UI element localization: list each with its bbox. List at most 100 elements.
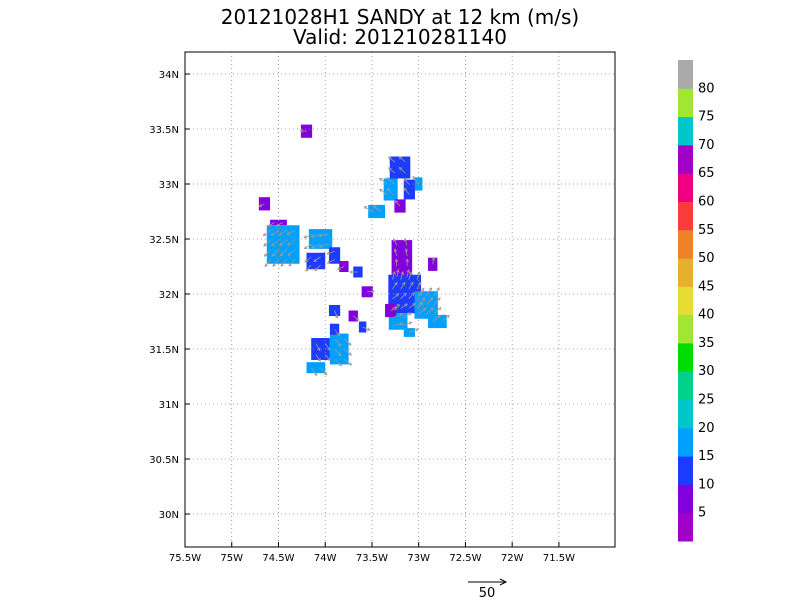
wind-vector-head <box>422 297 426 302</box>
x-tick-label: 72W <box>501 553 524 564</box>
wind-vector-head <box>327 357 331 362</box>
wind-vector <box>263 229 272 237</box>
wind-vector-head <box>406 269 410 273</box>
wind-vector-head <box>402 281 406 286</box>
wind-vector-head <box>386 177 390 181</box>
y-axis-ticks: 30N 30.5N 31N 31.5N 32N 32.5N 33N 33.5N 34N <box>149 70 190 521</box>
chart-title-line2: Valid: 201210281140 <box>293 25 507 49</box>
wind-vector <box>432 257 435 265</box>
wind-vector-head <box>326 251 331 255</box>
wind-vector <box>319 243 329 248</box>
wind-vector <box>386 177 395 185</box>
colorbar-segment <box>678 229 693 259</box>
wind-vector-head <box>399 313 404 317</box>
wind-cell <box>361 286 373 298</box>
colorbar-label: 35 <box>698 336 715 351</box>
wind-vector-head <box>400 271 404 275</box>
wind-vector <box>395 200 401 207</box>
wind-vector <box>418 287 425 297</box>
wind-vector-head <box>386 187 391 192</box>
wind-vector-head <box>363 206 368 210</box>
x-tick-label: 73.5W <box>356 553 388 564</box>
wind-vector <box>393 313 403 318</box>
wind-vector <box>416 302 424 309</box>
wind-vector-head <box>412 302 416 307</box>
wind-vector-head <box>313 258 318 262</box>
wind-vector <box>276 222 283 227</box>
wind-vector <box>334 348 342 357</box>
wind-vector <box>343 338 352 346</box>
colorbar-segment <box>678 116 693 146</box>
wind-vector-head <box>428 287 433 292</box>
wind-vector <box>311 243 321 249</box>
wind-vector-head <box>398 156 403 160</box>
colorbar-label: 25 <box>698 393 715 408</box>
wind-cell <box>266 225 300 264</box>
wind-vector <box>353 315 359 321</box>
wind-vector <box>324 354 331 361</box>
wind-vector-head <box>393 248 398 253</box>
wind-vector <box>264 249 272 257</box>
wind-vector <box>364 206 373 212</box>
wind-vector <box>425 297 433 306</box>
wind-vector <box>432 315 441 322</box>
wind-vector <box>286 229 296 235</box>
wind-vector <box>315 343 321 351</box>
y-tick-label: 34N <box>159 70 179 81</box>
wind-vector-head <box>436 287 440 291</box>
wind-vector <box>379 188 388 196</box>
wind-vector-head <box>378 177 383 182</box>
colorbar-segment <box>678 456 693 485</box>
wind-vector-head <box>314 267 318 272</box>
wind-vector <box>313 256 321 262</box>
wind-vector <box>279 239 288 246</box>
x-tick-label: 74.5W <box>262 553 294 564</box>
wind-vector <box>399 167 406 174</box>
wind-vector <box>392 304 400 309</box>
wind-vector-head <box>337 342 342 347</box>
wind-vector-head <box>395 269 400 273</box>
vector-scale-arrowhead <box>499 578 508 586</box>
wind-vector-head <box>280 263 285 267</box>
chart-title-line1: 20121028H1 SANDY at 12 km (m/s) <box>221 5 579 29</box>
x-tick-label: 71.5W <box>543 553 575 564</box>
wind-vector <box>258 203 265 208</box>
wind-vector-head <box>348 362 353 366</box>
y-tick-label: 32.5N <box>149 235 179 246</box>
colorbar-segment <box>678 144 693 174</box>
wind-vector-head <box>272 263 277 267</box>
y-tick-label: 30N <box>159 510 179 521</box>
wind-vector <box>402 312 412 318</box>
wind-vector <box>408 282 414 290</box>
x-tick-label: 73W <box>407 553 430 564</box>
wind-vector <box>343 348 352 356</box>
wind-vector-head <box>411 292 415 296</box>
vector-scale-label: 50 <box>479 586 496 600</box>
colorbar-label: 55 <box>698 223 715 238</box>
wind-vector <box>272 249 280 257</box>
wind-vector-head <box>323 371 328 376</box>
wind-vector-head <box>394 200 399 204</box>
wind-vector-head <box>271 253 276 257</box>
x-tick-label: 72.5W <box>449 553 481 564</box>
wind-cell <box>328 305 341 316</box>
colorbar-label: 60 <box>698 194 715 209</box>
wind-vector-head <box>403 237 408 242</box>
wind-cell <box>308 229 333 249</box>
wind-cell <box>368 204 386 219</box>
wind-vector <box>408 303 416 309</box>
wind-vector-head <box>446 314 450 319</box>
wind-vector <box>418 297 426 306</box>
wind-vector <box>388 156 396 163</box>
wind-vector-head <box>286 242 291 246</box>
colorbar-segment <box>678 173 693 202</box>
vector-scale-key: 50 <box>468 578 508 600</box>
plot-frame <box>184 51 616 548</box>
wind-vector <box>268 222 275 227</box>
wind-vector-head <box>371 289 376 294</box>
colorbar-label: 70 <box>698 138 715 153</box>
wind-vector-head <box>299 129 304 133</box>
wind-vector <box>305 264 312 272</box>
wind-vector-head <box>415 328 420 332</box>
wind-vector <box>400 282 406 290</box>
